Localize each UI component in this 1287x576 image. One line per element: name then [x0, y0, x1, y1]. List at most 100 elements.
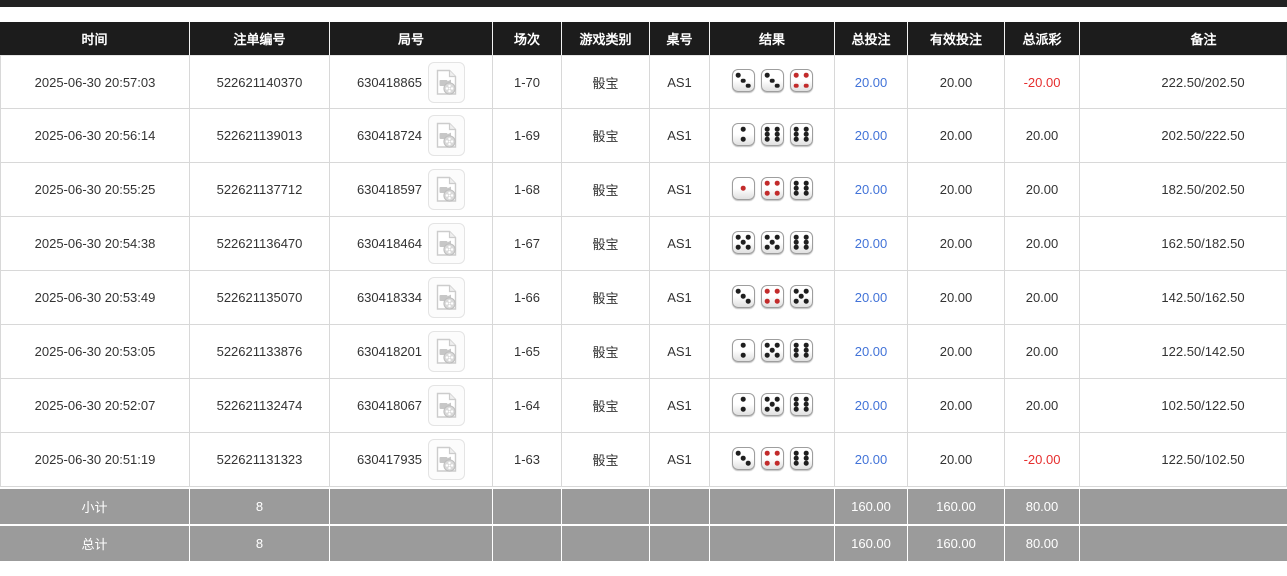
cell-table-no: AS1: [650, 379, 710, 433]
die-6-icon: [789, 446, 813, 470]
subtotal-count: 8: [190, 487, 330, 524]
footer-empty-cell: [562, 487, 650, 524]
dice-result: [731, 284, 813, 308]
cell-time: 2025-06-30 20:57:03: [0, 55, 190, 109]
die-3-icon: [731, 284, 755, 308]
cell-remark: 122.50/142.50: [1080, 325, 1287, 379]
total-bet-link[interactable]: 20.00: [854, 398, 888, 413]
bet-record-row: 2025-06-30 20:57:03 522621140370 6304188…: [0, 55, 1287, 109]
cell-bet-id: 522621135070: [190, 271, 330, 325]
cell-table-no: AS1: [650, 163, 710, 217]
die-6-icon: [760, 122, 784, 146]
total-bet-link[interactable]: 20.00: [854, 452, 888, 467]
total-payout-value: -20.00: [1023, 452, 1061, 467]
total-payout-value: 20.00: [1025, 398, 1059, 413]
cell-game-type: 骰宝: [562, 109, 650, 163]
cell-round-id: 630418724: [330, 109, 493, 163]
cell-table-no: AS1: [650, 325, 710, 379]
footer-empty-cell: [710, 524, 835, 561]
cell-session: 1-63: [493, 433, 562, 487]
cell-session: 1-64: [493, 379, 562, 433]
total-payout-value: 20.00: [1025, 344, 1059, 359]
die-5-icon: [731, 230, 755, 254]
die-5-icon: [760, 230, 784, 254]
cell-total-payout: 20.00: [1005, 325, 1080, 379]
cell-total-payout: 20.00: [1005, 163, 1080, 217]
total-bet-link[interactable]: 20.00: [854, 128, 888, 143]
die-6-icon: [789, 338, 813, 362]
total-payout-value: 20.00: [1025, 128, 1059, 143]
cell-remark: 142.50/162.50: [1080, 271, 1287, 325]
total-payout-value: 20.00: [1025, 236, 1059, 251]
video-replay-button[interactable]: [428, 385, 466, 426]
cell-session: 1-69: [493, 109, 562, 163]
total-bet-link[interactable]: 20.00: [854, 236, 888, 251]
die-3-icon: [760, 69, 784, 92]
total-bet-link[interactable]: 20.00: [854, 344, 888, 359]
col-header-bet-id: 注单编号: [190, 22, 330, 55]
col-header-table-no: 桌号: [650, 22, 710, 55]
cell-result: [710, 433, 835, 487]
bet-record-row: 2025-06-30 20:53:05 522621133876 6304182…: [0, 325, 1287, 379]
cell-valid-bet: 20.00: [908, 55, 1005, 109]
cell-remark: 222.50/202.50: [1080, 55, 1287, 109]
cell-round-id: 630418865: [330, 55, 493, 109]
cell-result: [710, 55, 835, 109]
subtotal-row: 小计 8 160.00 160.00 80.00: [0, 487, 1287, 524]
die-5-icon: [760, 392, 784, 416]
col-header-session: 场次: [493, 22, 562, 55]
cell-total-bet: 20.00: [835, 271, 908, 325]
cell-valid-bet: 20.00: [908, 163, 1005, 217]
cell-bet-id: 522621139013: [190, 109, 330, 163]
total-bet-link[interactable]: 20.00: [854, 74, 888, 90]
cell-result: [710, 217, 835, 271]
cell-valid-bet: 20.00: [908, 217, 1005, 271]
col-header-valid-bet: 有效投注: [908, 22, 1005, 55]
cell-valid-bet: 20.00: [908, 109, 1005, 163]
footer-empty-cell: [330, 524, 493, 561]
dice-result: [731, 69, 813, 92]
bet-record-row: 2025-06-30 20:55:25 522621137712 6304185…: [0, 163, 1287, 217]
footer-empty-cell: [493, 487, 562, 524]
total-bet-link[interactable]: 20.00: [854, 290, 888, 305]
footer-empty-cell: [650, 487, 710, 524]
video-replay-button[interactable]: [428, 169, 466, 210]
cell-game-type: 骰宝: [562, 271, 650, 325]
video-replay-button[interactable]: [428, 277, 466, 318]
die-5-icon: [789, 284, 813, 308]
video-file-icon: [436, 122, 457, 148]
die-2-icon: [731, 338, 755, 362]
cell-bet-id: 522621137712: [190, 163, 330, 217]
cell-valid-bet: 20.00: [908, 271, 1005, 325]
grand-total-total-bet: 160.00: [835, 524, 908, 561]
cell-game-type: 骰宝: [562, 163, 650, 217]
video-replay-button[interactable]: [428, 223, 466, 264]
die-3-icon: [731, 446, 755, 470]
cell-remark: 202.50/222.50: [1080, 109, 1287, 163]
video-replay-button[interactable]: [428, 439, 466, 480]
cell-bet-id: 522621136470: [190, 217, 330, 271]
video-replay-button[interactable]: [428, 61, 466, 103]
round-id-text: 630418597: [356, 182, 423, 197]
table-body: 2025-06-30 20:57:03 522621140370 6304188…: [0, 55, 1287, 487]
video-file-icon: [436, 69, 457, 95]
top-cropped-bar: [0, 0, 1287, 7]
cell-table-no: AS1: [650, 55, 710, 109]
cell-table-no: AS1: [650, 271, 710, 325]
video-replay-button[interactable]: [428, 115, 466, 156]
cell-game-type: 骰宝: [562, 55, 650, 109]
cell-time: 2025-06-30 20:52:07: [0, 379, 190, 433]
cell-time: 2025-06-30 20:53:49: [0, 271, 190, 325]
die-4-icon: [760, 284, 784, 308]
cell-time: 2025-06-30 20:56:14: [0, 109, 190, 163]
cell-total-bet: 20.00: [835, 55, 908, 109]
cell-round-id: 630418464: [330, 217, 493, 271]
video-replay-button[interactable]: [428, 331, 466, 372]
cell-total-payout: -20.00: [1005, 433, 1080, 487]
total-bet-link[interactable]: 20.00: [854, 182, 888, 197]
footer-empty-cell: [710, 487, 835, 524]
video-file-icon: [436, 338, 457, 364]
footer-empty-cell: [330, 487, 493, 524]
cell-bet-id: 522621131323: [190, 433, 330, 487]
dice-result: [731, 230, 813, 254]
